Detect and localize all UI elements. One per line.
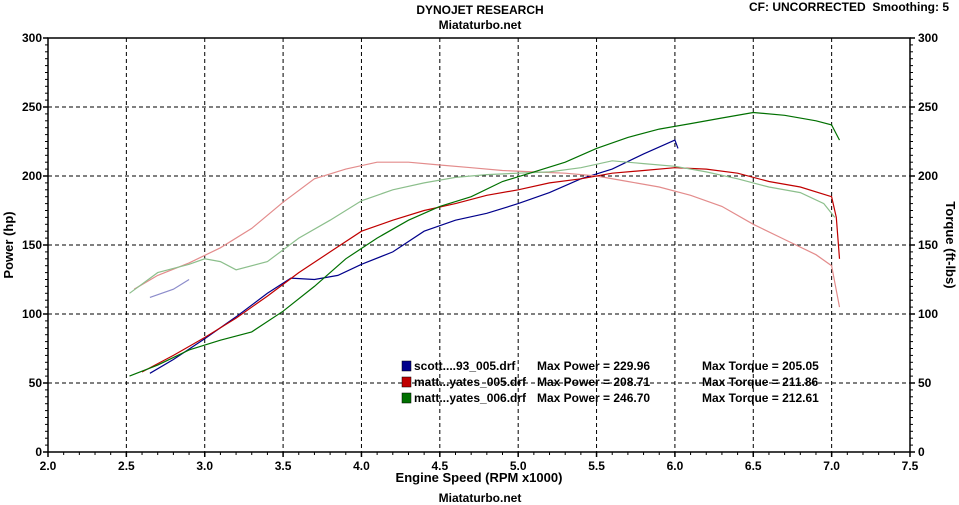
x-tick-label: 3.5 <box>275 459 292 473</box>
footer-label: Miataturbo.net <box>438 491 522 505</box>
legend: scott....93_005.drf Max Power = 229.96 Max… <box>401 359 819 405</box>
legend-max-power: Max Power = 229.96 <box>537 359 650 373</box>
power-line-series-3 <box>129 111 841 377</box>
x-tick-label: 2.0 <box>40 459 57 473</box>
x-tick-label: 5.5 <box>588 459 605 473</box>
series-lines <box>129 111 841 377</box>
legend-max-torque: Max Torque = 205.05 <box>702 359 819 373</box>
x-tick-label: 5.0 <box>510 459 527 473</box>
x-tick-label: 7.0 <box>823 459 840 473</box>
y-tick-label-right: 100 <box>918 307 938 321</box>
x-tick-label: 6.5 <box>745 459 762 473</box>
y-tick-label-left: 300 <box>22 31 42 45</box>
y-tick-label-right: 300 <box>918 31 938 45</box>
chart-title: DYNOJET RESEARCH <box>416 3 544 17</box>
legend-swatch <box>401 376 412 388</box>
x-tick-label: 3.0 <box>196 459 213 473</box>
grid <box>48 38 910 452</box>
y-tick-label-left: 100 <box>22 307 42 321</box>
legend-swatch <box>401 360 412 372</box>
power-line-series-1 <box>149 139 679 374</box>
y-tick-label-left: 150 <box>22 238 42 252</box>
legend-series-name: matt...yates_006.drf <box>414 391 527 405</box>
chart-subtitle: Miataturbo.net <box>438 18 522 32</box>
y-tick-label-right: 250 <box>918 100 938 114</box>
torque-line-series-3 <box>129 160 836 294</box>
y-tick-label-left: 0 <box>35 445 42 459</box>
power-line-series-2 <box>141 167 841 373</box>
y-axis-label-left: Power (hp) <box>1 211 16 278</box>
legend-max-power: Max Power = 246.70 <box>537 391 650 405</box>
x-axis-label: Engine Speed (RPM x1000) <box>396 470 563 485</box>
x-tick-label: 7.5 <box>902 459 919 473</box>
x-tick-label: 4.0 <box>353 459 370 473</box>
torque-line-series-1 <box>149 278 190 298</box>
legend-swatch <box>401 392 412 404</box>
y-tick-label-right: 0 <box>918 445 925 459</box>
y-tick-label-left: 200 <box>22 169 42 183</box>
legend-max-power: Max Power = 208.71 <box>537 375 650 389</box>
legend-series-name: matt...yates_005.drf <box>414 375 527 389</box>
y-tick-label-right: 50 <box>918 376 932 390</box>
x-tick-label: 4.5 <box>431 459 448 473</box>
y-tick-label-right: 150 <box>918 238 938 252</box>
y-tick-label-left: 50 <box>29 376 43 390</box>
y-tick-label-right: 200 <box>918 169 938 183</box>
x-tick-label: 6.0 <box>667 459 684 473</box>
settings-label: CF: UNCORRECTED Smoothing: 5 <box>749 0 949 14</box>
legend-max-torque: Max Torque = 212.61 <box>702 391 819 405</box>
legend-series-name: scott....93_005.drf <box>414 359 516 373</box>
legend-max-torque: Max Torque = 211.86 <box>702 375 818 389</box>
torque-line-series-2 <box>133 161 841 308</box>
y-tick-label-left: 250 <box>22 100 42 114</box>
y-axis-label-right: Torque (ft-lbs) <box>943 201 958 288</box>
axis-ticks: 2.0 2.5 3.0 3.5 4.0 4.5 5.0 5.5 6.0 6.5 7.0 7.50 050… <box>22 31 938 473</box>
x-tick-label: 2.5 <box>118 459 135 473</box>
